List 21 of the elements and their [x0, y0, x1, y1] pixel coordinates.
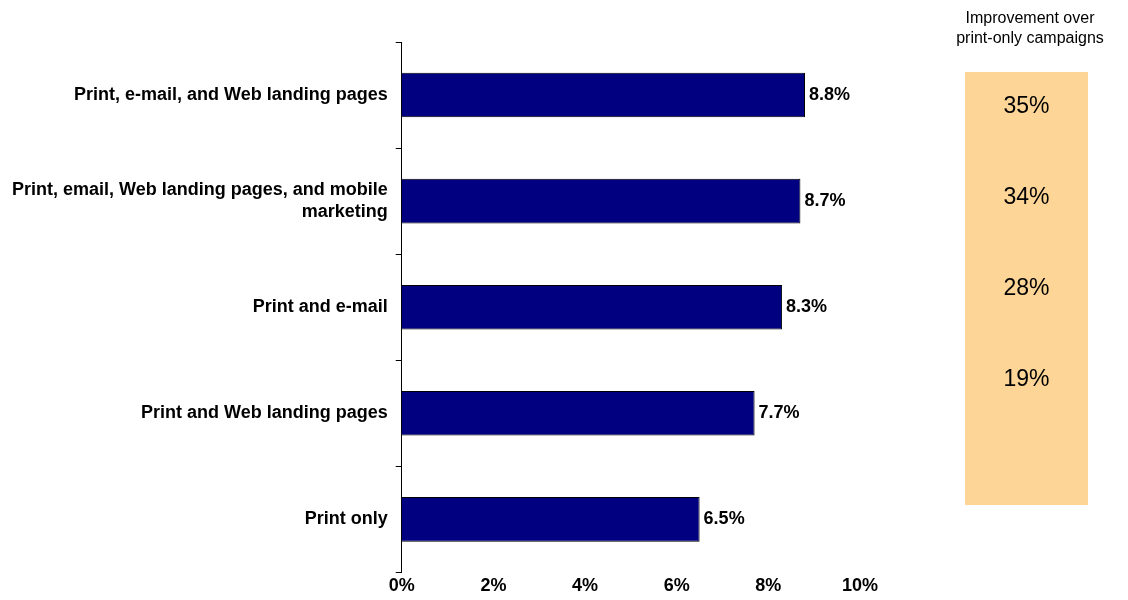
data-label: 8.3% — [786, 296, 828, 317]
text: 28% — [1002, 274, 1051, 301]
y-tick-label: Print only — [304, 508, 388, 529]
text: 35% — [1002, 92, 1051, 119]
y-tick-label: Print, email, Web landing pages, and mobile marketing — [12, 179, 388, 221]
x-tick-label: 8% — [755, 575, 782, 596]
data-label: 8.8% — [809, 84, 851, 105]
x-tick-label: 6% — [663, 575, 690, 596]
x-tick-label: 4% — [572, 575, 599, 596]
y-tick-label: Print and Web landing pages — [141, 402, 388, 423]
text: Improvement over print-only campaigns — [955, 8, 1105, 48]
x-tick-label: 0% — [388, 575, 415, 596]
y-tick-label: Print, e-mail, and Web landing pages — [74, 84, 388, 105]
data-label: 8.7% — [804, 190, 846, 211]
data-label: 7.7% — [758, 402, 800, 423]
x-tick-label: 2% — [480, 575, 507, 596]
y-tick-label: Print and e-mail — [252, 296, 388, 317]
data-label: 6.5% — [703, 508, 745, 529]
x-tick-label: 10% — [841, 575, 879, 596]
text: 19% — [1002, 365, 1051, 392]
text: 34% — [1002, 183, 1051, 210]
